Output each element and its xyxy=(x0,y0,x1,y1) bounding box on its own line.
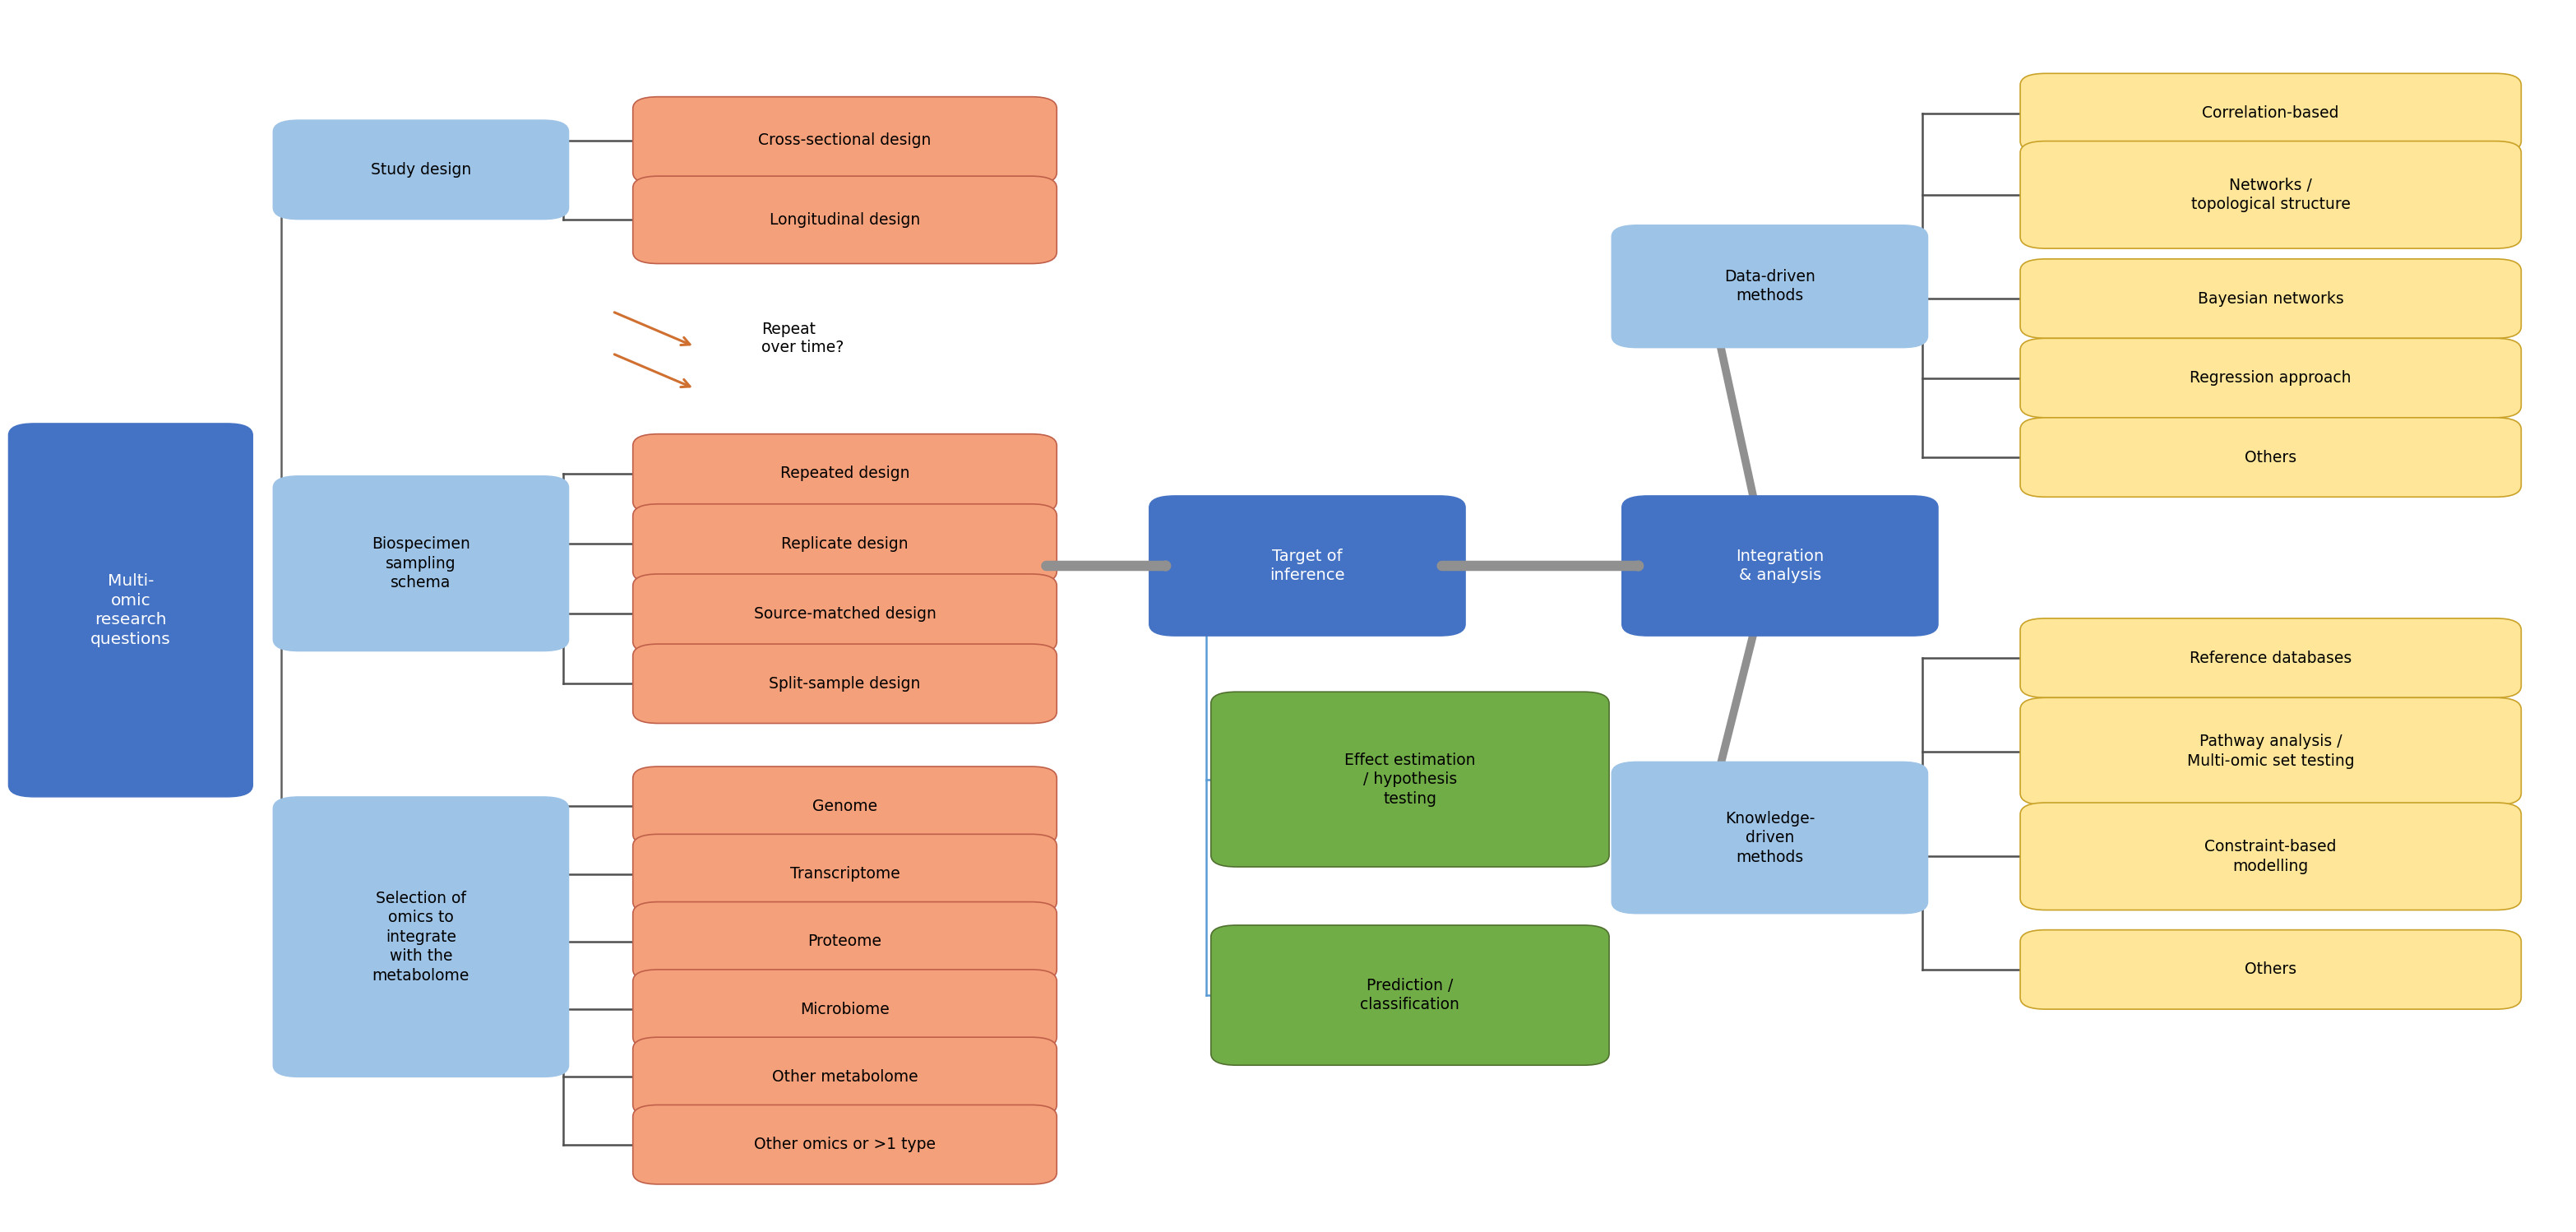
FancyBboxPatch shape xyxy=(2020,74,2522,153)
FancyBboxPatch shape xyxy=(1613,761,1927,914)
FancyBboxPatch shape xyxy=(634,176,1056,264)
Text: Transcriptome: Transcriptome xyxy=(791,866,899,882)
FancyBboxPatch shape xyxy=(2020,142,2522,249)
FancyBboxPatch shape xyxy=(634,902,1056,981)
Text: Integration
& analysis: Integration & analysis xyxy=(1736,548,1824,583)
FancyBboxPatch shape xyxy=(634,644,1056,723)
FancyBboxPatch shape xyxy=(1613,225,1927,347)
Text: Other omics or >1 type: Other omics or >1 type xyxy=(755,1137,935,1152)
Text: Split-sample design: Split-sample design xyxy=(770,676,920,691)
FancyBboxPatch shape xyxy=(634,434,1056,514)
Text: Study design: Study design xyxy=(371,161,471,177)
FancyBboxPatch shape xyxy=(634,970,1056,1048)
FancyBboxPatch shape xyxy=(2020,697,2522,804)
Text: Effect estimation
/ hypothesis
testing: Effect estimation / hypothesis testing xyxy=(1345,753,1476,807)
Text: Prediction /
classification: Prediction / classification xyxy=(1360,978,1461,1013)
Text: Constraint-based
modelling: Constraint-based modelling xyxy=(2205,839,2336,873)
Text: Cross-sectional design: Cross-sectional design xyxy=(757,133,933,148)
FancyBboxPatch shape xyxy=(2020,339,2522,418)
Text: Others: Others xyxy=(2244,962,2298,977)
Text: Pathway analysis /
Multi-omic set testing: Pathway analysis / Multi-omic set testin… xyxy=(2187,734,2354,769)
FancyBboxPatch shape xyxy=(634,574,1056,653)
Text: Knowledge-
driven
methods: Knowledge- driven methods xyxy=(1726,811,1814,865)
Text: Target of
inference: Target of inference xyxy=(1270,548,1345,583)
FancyBboxPatch shape xyxy=(2020,259,2522,339)
Text: Reference databases: Reference databases xyxy=(2190,650,2352,665)
FancyBboxPatch shape xyxy=(1623,495,1937,636)
FancyBboxPatch shape xyxy=(273,476,569,650)
FancyBboxPatch shape xyxy=(634,504,1056,583)
FancyBboxPatch shape xyxy=(634,766,1056,846)
Text: Repeat
over time?: Repeat over time? xyxy=(762,322,845,355)
Text: Proteome: Proteome xyxy=(809,934,881,950)
Text: Correlation-based: Correlation-based xyxy=(2202,105,2339,121)
Text: Bayesian networks: Bayesian networks xyxy=(2197,291,2344,307)
Text: Other metabolome: Other metabolome xyxy=(773,1069,917,1084)
Text: Biospecimen
sampling
schema: Biospecimen sampling schema xyxy=(371,536,471,590)
Text: Others: Others xyxy=(2244,450,2298,466)
FancyBboxPatch shape xyxy=(634,834,1056,914)
FancyBboxPatch shape xyxy=(273,120,569,219)
FancyBboxPatch shape xyxy=(1149,495,1466,636)
FancyBboxPatch shape xyxy=(634,1037,1056,1116)
Text: Selection of
omics to
integrate
with the
metabolome: Selection of omics to integrate with the… xyxy=(374,891,469,983)
Text: Microbiome: Microbiome xyxy=(801,1002,889,1018)
Text: Genome: Genome xyxy=(811,798,878,814)
Text: Networks /
topological structure: Networks / topological structure xyxy=(2192,177,2349,212)
FancyBboxPatch shape xyxy=(2020,803,2522,910)
FancyBboxPatch shape xyxy=(273,797,569,1077)
FancyBboxPatch shape xyxy=(1211,925,1610,1066)
Text: Multi-
omic
research
questions: Multi- omic research questions xyxy=(90,573,170,647)
Text: Regression approach: Regression approach xyxy=(2190,370,2352,386)
FancyBboxPatch shape xyxy=(2020,618,2522,697)
FancyBboxPatch shape xyxy=(634,97,1056,185)
Text: Source-matched design: Source-matched design xyxy=(755,606,935,621)
FancyBboxPatch shape xyxy=(1211,692,1610,867)
FancyBboxPatch shape xyxy=(2020,418,2522,496)
FancyBboxPatch shape xyxy=(634,1105,1056,1184)
Text: Replicate design: Replicate design xyxy=(781,536,909,552)
FancyBboxPatch shape xyxy=(8,424,252,797)
FancyBboxPatch shape xyxy=(2020,930,2522,1009)
Text: Longitudinal design: Longitudinal design xyxy=(770,212,920,228)
Text: Data-driven
methods: Data-driven methods xyxy=(1723,269,1816,304)
Text: Repeated design: Repeated design xyxy=(781,466,909,482)
